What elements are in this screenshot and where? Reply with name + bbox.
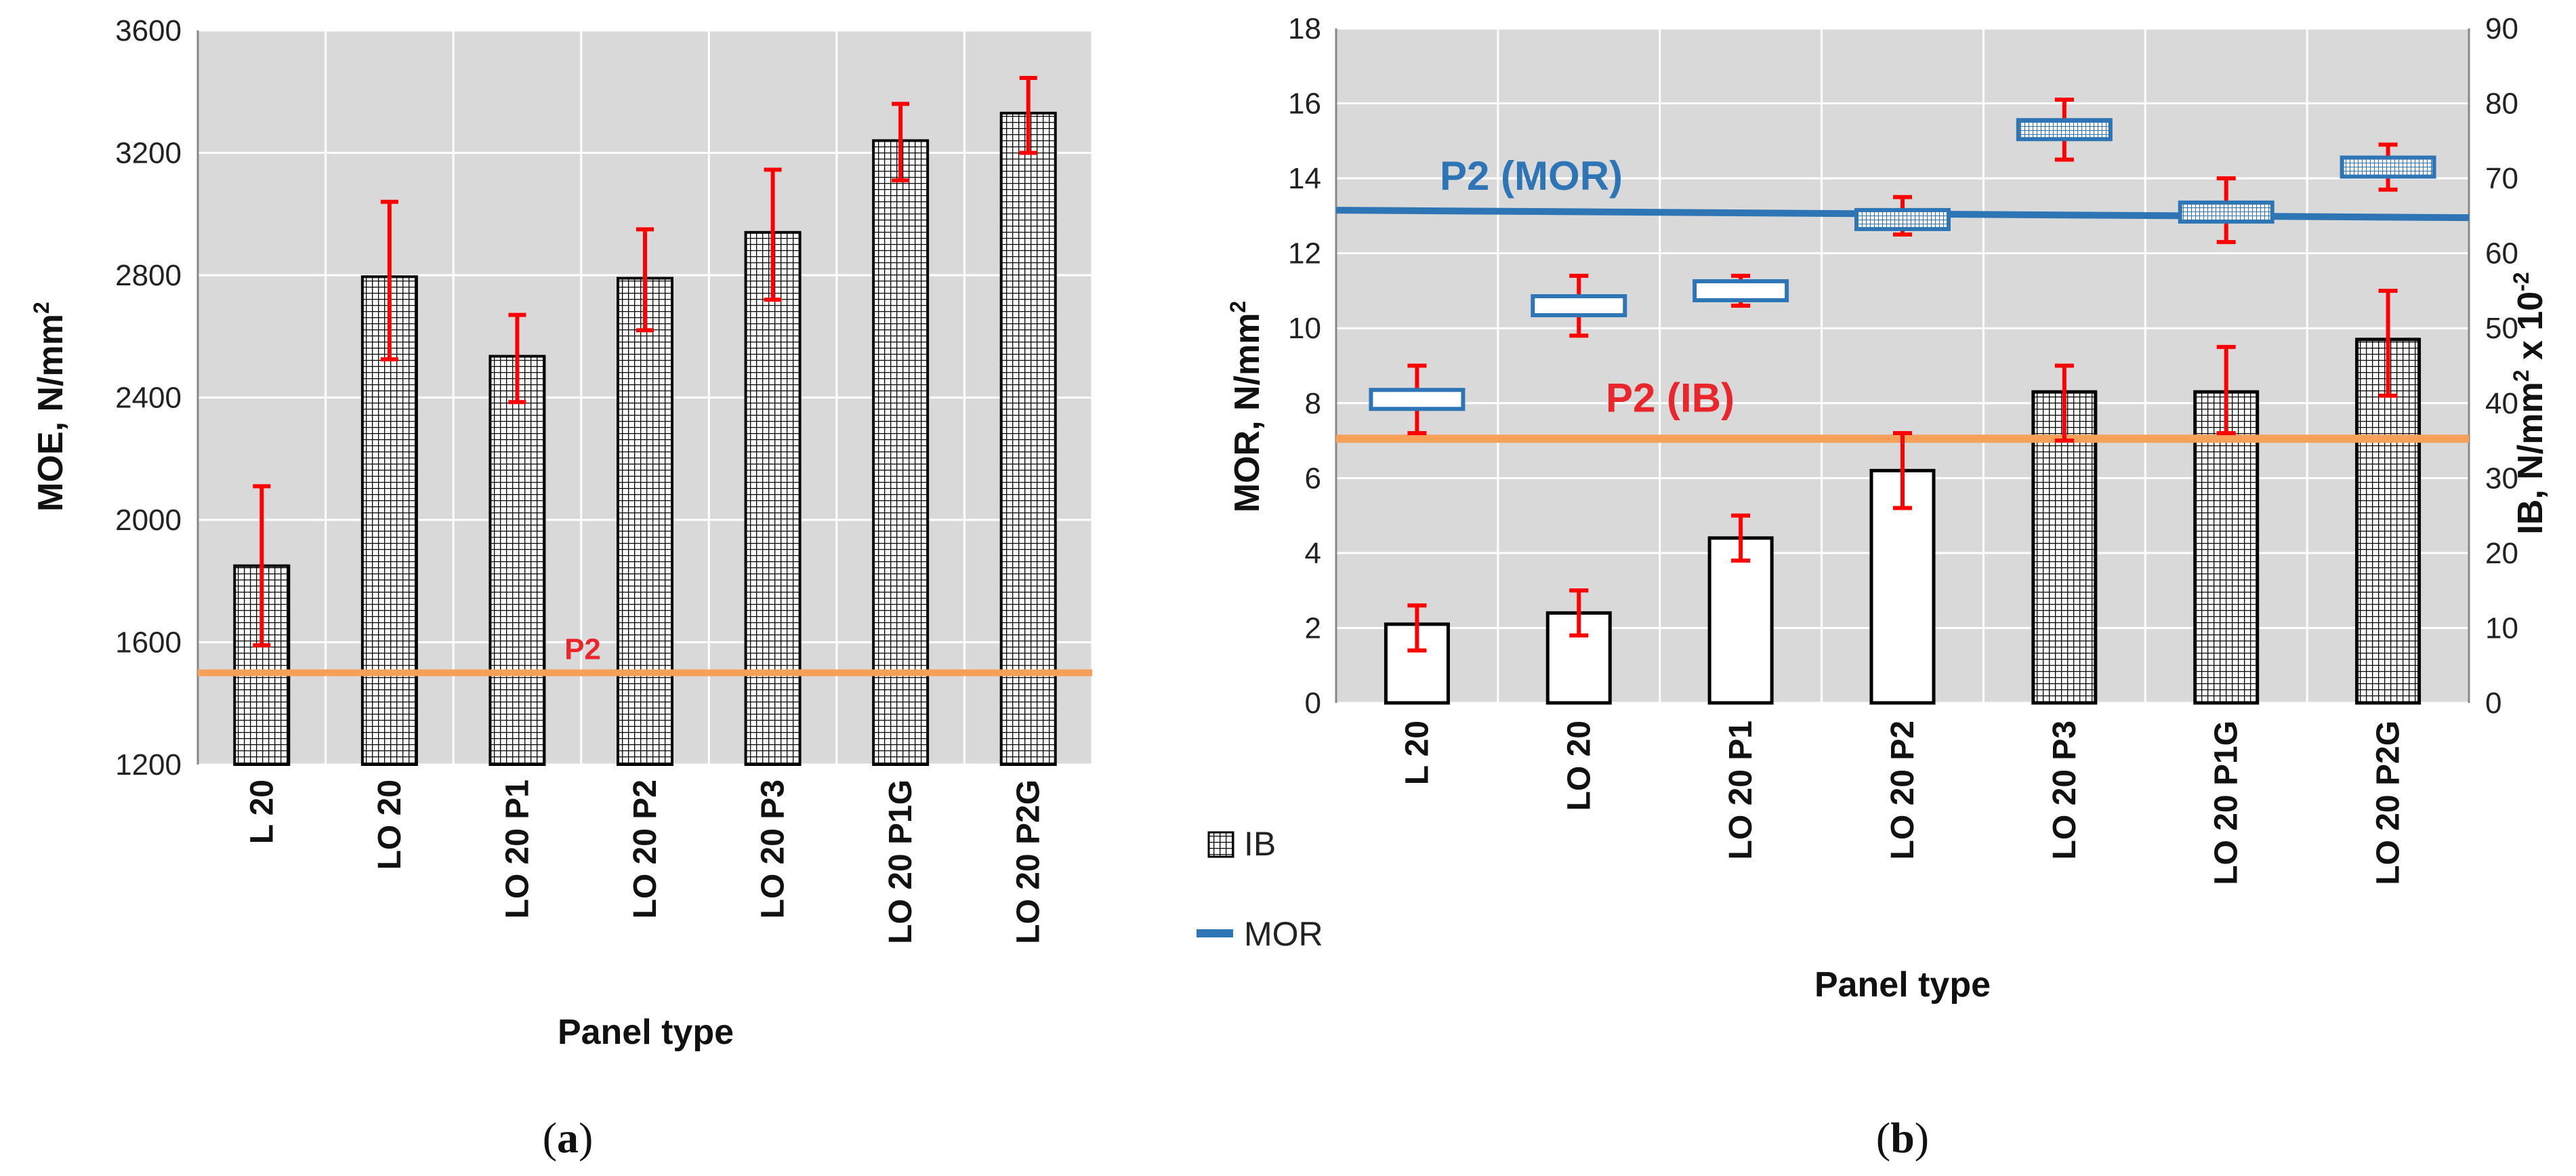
chart-panel-a: 1200 1600 2000 2400 2800 3200 3600 P2 L 20 LO 2… [29, 14, 1094, 1162]
legend-mor-swatch [1197, 929, 1233, 937]
category-label-a: LO 20 P3 [755, 779, 791, 918]
reference-line-p2-a: P2 [198, 633, 1092, 676]
category-label-b: LO 20 P1 [1723, 721, 1759, 859]
y-tick-label-b-left: 14 [1288, 162, 1321, 195]
mor-marker-3 [1854, 207, 1951, 231]
category-label-a: LO 20 P1 [499, 779, 535, 918]
bar-a-3 [617, 277, 673, 766]
legend-ib-label: IB [1244, 825, 1276, 863]
y-tick-label-b-left: 10 [1288, 312, 1321, 345]
error-bar-a-6 [1019, 75, 1037, 155]
y-tick-label-a: 2000 [115, 504, 182, 537]
y-axis-ticks-b-left: 0 2 4 6 8 10 12 14 16 18 [1288, 12, 1321, 720]
bar-a-6 [999, 111, 1057, 766]
mor-markers-b [1369, 98, 2436, 435]
y-tick-label-b-left: 2 [1305, 611, 1321, 645]
legend-mor-label: MOR [1244, 915, 1323, 953]
ib-error-bar-4 [2054, 363, 2074, 443]
mor-marker-5 [2178, 200, 2274, 224]
category-label-b: LO 20 [1561, 721, 1597, 811]
y-tick-label-b-left: 8 [1305, 387, 1321, 420]
y-tick-label-a: 3600 [115, 14, 182, 47]
y-axis-ticks-a: 1200 1600 2000 2400 2800 3200 3600 [115, 14, 182, 782]
y-tick-label-b-right: 90 [2485, 12, 2518, 45]
gridlines-b [1335, 27, 2470, 704]
category-labels-a: L 20 LO 20 LO 20 P1 LO 20 P2 LO 20 P3 LO 20 P… [244, 779, 1046, 944]
reference-label-a: P2 [564, 633, 601, 666]
category-label-a: LO 20 P2 [627, 779, 663, 918]
y-tick-label-b-left: 18 [1288, 12, 1321, 45]
chart-panel-b: 0 2 4 6 8 10 12 14 16 18 0 10 20 30 40 50 60 70 80 90 P2 (… [1197, 12, 2550, 1162]
category-label-b: LO 20 P3 [2047, 721, 2083, 859]
ib-error-bar-3 [1893, 431, 1912, 510]
mor-marker-6 [2340, 155, 2436, 179]
y-tick-label-b-right: 40 [2485, 387, 2518, 420]
y-tick-label-a: 2800 [115, 259, 182, 292]
y-axis-title-a: MOE, N/mm2 [29, 302, 70, 512]
ib-error-bar-1 [1569, 588, 1589, 638]
error-bars-a [253, 75, 1037, 648]
y-tick-label-a: 3200 [115, 137, 182, 170]
y-tick-label-b-left: 0 [1305, 687, 1321, 720]
error-bar-a-1 [380, 199, 398, 362]
mor-marker-0 [1369, 388, 1466, 411]
ib-error-bar-2 [1731, 513, 1751, 563]
y-tick-label-b-right: 20 [2485, 537, 2518, 570]
legend-ib-swatch [1207, 831, 1234, 858]
y-tick-label-b-right: 70 [2485, 162, 2518, 195]
error-bar-a-3 [636, 227, 654, 333]
ib-bar-5 [2193, 390, 2260, 705]
reference-label-p2-mor: P2 (MOR) [1440, 153, 1623, 199]
x-axis-title-a: Panel type [558, 1013, 734, 1052]
category-label-a: LO 20 [372, 779, 408, 870]
reference-label-p2-ib: P2 (IB) [1606, 375, 1734, 420]
error-bar-a-5 [892, 102, 910, 183]
category-label-a: L 20 [244, 779, 280, 844]
mor-marker-2 [1692, 279, 1789, 302]
y-tick-label-b-right: 10 [2485, 611, 2518, 645]
y-tick-label-a: 1200 [115, 748, 182, 782]
y-tick-label-b-left: 4 [1305, 537, 1321, 570]
category-label-b: L 20 [1399, 721, 1435, 785]
y-tick-label-b-left: 16 [1288, 87, 1321, 121]
y-axis-ticks-b-right: 0 10 20 30 40 50 60 70 80 90 [2485, 12, 2518, 720]
y-tick-label-b-right: 80 [2485, 87, 2518, 121]
y-tick-label-b-left: 6 [1305, 462, 1321, 495]
ib-bar-2 [1707, 536, 1774, 705]
error-bar-a-0 [253, 484, 271, 648]
y-tick-label-b-right: 0 [2485, 687, 2501, 720]
mor-marker-4 [2016, 118, 2113, 142]
caption-b: (b) [1876, 1114, 1929, 1162]
caption-a: (a) [543, 1114, 594, 1162]
category-labels-b: L 20 LO 20 LO 20 P1 LO 20 P2 LO 20 P3 LO 20 P… [1399, 721, 2406, 885]
category-label-b: LO 20 P1G [2209, 721, 2245, 885]
x-axis-title-b: Panel type [1814, 965, 1991, 1005]
ib-error-bars-b [1407, 288, 2398, 653]
mor-marker-1 [1531, 294, 1627, 318]
y-tick-label-b-right: 60 [2485, 237, 2518, 270]
y-tick-label-a: 1600 [115, 626, 182, 660]
category-label-a: LO 20 P1G [883, 779, 919, 944]
category-label-b: LO 20 P2 [1885, 721, 1921, 859]
legend-b: IB MOR [1197, 825, 1323, 953]
category-label-b: LO 20 P2G [2371, 721, 2407, 885]
ib-bar-6 [2355, 338, 2422, 705]
error-bar-a-4 [764, 167, 782, 302]
error-bar-a-2 [508, 312, 526, 405]
y-tick-label-a: 2400 [115, 382, 182, 415]
ib-error-bar-6 [2378, 288, 2398, 398]
ib-error-bar-5 [2216, 344, 2236, 435]
bar-a-4 [744, 230, 802, 766]
y-axis-title-b-left: MOR, N/mm2 [1226, 301, 1267, 512]
y-axis-title-b-right: IB, N/mm2 x 10-2 [2509, 272, 2550, 534]
y-tick-label-b-right: 30 [2485, 462, 2518, 495]
bar-a-2 [489, 354, 546, 766]
ib-error-bar-0 [1407, 603, 1427, 653]
y-tick-label-b-left: 12 [1288, 237, 1321, 270]
category-label-a: LO 20 P2G [1011, 779, 1047, 944]
y-tick-label-b-right: 50 [2485, 312, 2518, 345]
